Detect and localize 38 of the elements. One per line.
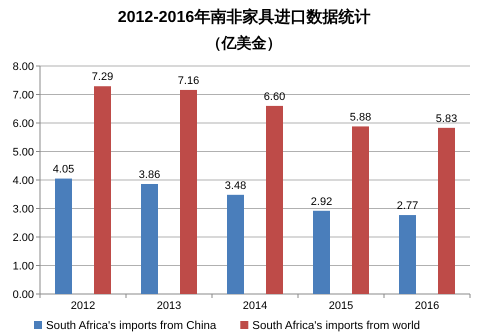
- y-tick-label: 5.00: [12, 146, 34, 158]
- data-label: 7.29: [92, 71, 114, 84]
- bar: [141, 184, 158, 294]
- chart-title: 2012-2016年南非家具进口数据统计: [118, 7, 370, 26]
- bar: [266, 106, 283, 294]
- bar: [180, 90, 197, 294]
- x-tick-label: 2014: [242, 300, 268, 312]
- y-tick-label: 4.00: [12, 175, 34, 187]
- bar: [94, 86, 111, 294]
- bar: [399, 215, 416, 294]
- data-label: 3.48: [224, 180, 246, 192]
- chart-subtitle: （亿美金）: [206, 34, 282, 52]
- y-tick-label: 7.00: [12, 90, 34, 102]
- legend-label: South Africa's imports from world: [252, 320, 420, 332]
- y-tick-label: 3.00: [12, 204, 34, 216]
- x-tick-label: 2016: [414, 300, 440, 312]
- y-tick-label: 0.00: [12, 289, 34, 301]
- y-tick-label: 2.00: [12, 232, 34, 244]
- data-label: 7.16: [178, 74, 200, 87]
- y-tick-label: 8.00: [12, 61, 34, 73]
- x-tick-label: 2012: [70, 300, 96, 312]
- data-label: 6.60: [264, 90, 286, 103]
- x-tick-label: 2013: [156, 300, 182, 312]
- bar: [313, 210, 330, 294]
- data-label: 5.83: [436, 112, 458, 125]
- bar: [438, 128, 455, 294]
- data-label: 5.88: [350, 111, 372, 124]
- bar: [352, 126, 369, 294]
- data-label: 2.77: [396, 200, 418, 212]
- legend-label: South Africa's imports from China: [46, 320, 217, 332]
- x-tick-label: 2015: [328, 300, 354, 312]
- data-label: 2.92: [310, 196, 332, 208]
- data-label: 3.86: [138, 168, 160, 181]
- bar: [55, 178, 72, 294]
- y-tick-label: 1.00: [12, 260, 34, 272]
- data-label: 4.05: [52, 164, 74, 176]
- bar: [227, 194, 244, 294]
- y-tick-label: 6.00: [12, 118, 34, 130]
